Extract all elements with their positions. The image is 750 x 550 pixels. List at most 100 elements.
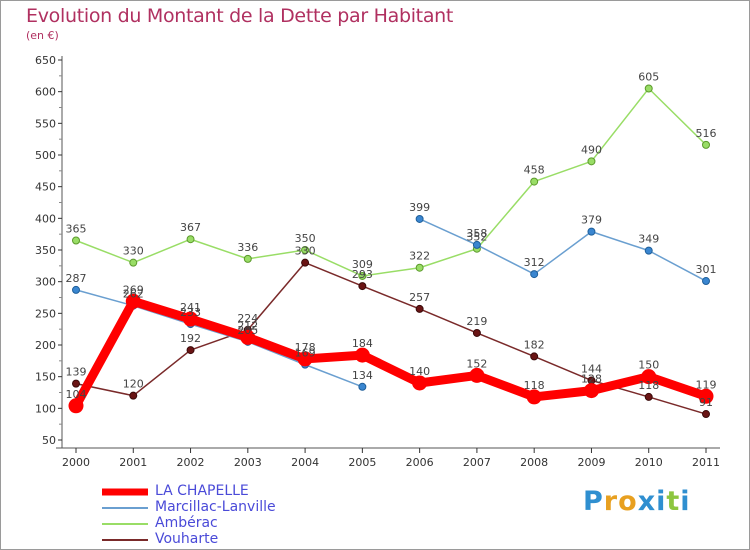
logo-letter: i [680,486,691,517]
logo-letter: t [666,486,681,517]
point-marcillac-lanville [415,214,424,223]
x-tick-label: 2011 [692,456,720,469]
logo-letter: i [656,486,667,517]
y-tick-label: 550 [35,117,56,130]
data-label-la-chapelle: 140 [409,365,430,378]
logo-letter: r [603,486,619,517]
x-tick-label: 2002 [177,456,205,469]
x-tick-label: 2003 [234,456,262,469]
data-label-vouharte: 330 [295,245,316,258]
point-la-chapelle [698,388,714,404]
point-amberac [72,236,80,245]
point-la-chapelle [583,383,599,399]
legend-label: Ambérac [155,515,218,531]
data-label-la-chapelle: 178 [295,341,316,354]
data-label-la-chapelle: 152 [466,357,487,370]
point-vouharte [472,328,481,337]
point-marcillac-lanville [644,246,653,255]
logo-letter: x [637,486,657,517]
data-label-la-chapelle: 184 [352,337,373,350]
point-amberac [243,254,252,263]
x-tick-label: 2006 [406,456,434,469]
series-line-vouharte [75,261,707,415]
data-label-la-chapelle: 119 [696,378,717,391]
data-label-vouharte: 120 [123,378,144,391]
y-tick-label: 150 [35,371,56,384]
y-tick-label: 600 [35,86,56,99]
chart-unit: (en €) [26,29,59,42]
data-label-la-chapelle: 128 [581,373,602,386]
data-label-la-chapelle: 118 [524,379,545,392]
y-tick-label: 300 [35,276,56,289]
data-label-marcillac-lanville: 134 [352,369,373,382]
point-la-chapelle [125,293,141,309]
point-vouharte [530,352,539,361]
data-label-amberac: 309 [352,258,373,271]
point-vouharte [644,392,653,401]
point-la-chapelle [183,311,199,327]
point-amberac [702,140,710,149]
y-tick-label: 250 [35,307,56,320]
data-label-amberac: 336 [237,241,258,254]
point-la-chapelle [469,367,485,383]
point-la-chapelle [641,369,657,385]
y-tick-label: 400 [35,212,56,225]
data-label-marcillac-lanville: 312 [524,256,545,269]
point-la-chapelle [68,398,84,414]
series-line-marcillac-lanville [75,289,364,388]
series-line-amberac [75,87,707,277]
y-tick-label: 650 [35,54,56,67]
point-la-chapelle [354,347,370,363]
y-tick-label: 50 [42,434,56,447]
data-label-amberac: 367 [180,221,201,234]
x-tick-label: 2001 [119,456,147,469]
logo-letter: P [583,486,604,517]
data-label-amberac: 490 [581,143,602,156]
point-vouharte [129,391,138,400]
chart-title: Evolution du Montant de la Dette par Hab… [26,5,454,27]
data-label-la-chapelle: 212 [237,319,258,332]
y-tick-label: 200 [35,339,56,352]
data-label-la-chapelle: 269 [123,283,144,296]
data-label-la-chapelle: 241 [180,301,201,314]
point-vouharte [415,304,424,313]
series-line-marcillac-lanville [418,218,707,282]
data-label-marcillac-lanville: 349 [638,233,659,246]
data-label-amberac: 605 [638,71,659,84]
x-tick-label: 2000 [62,456,90,469]
y-tick-label: 450 [35,181,56,194]
point-vouharte [358,282,367,291]
x-tick-label: 2005 [348,456,376,469]
data-label-marcillac-lanville: 379 [581,214,602,227]
data-label-amberac: 458 [524,164,545,177]
legend-label: Marcillac-Lanville [155,499,276,515]
point-amberac [587,157,596,166]
legend-label: LA CHAPELLE [155,483,249,499]
data-label-marcillac-lanville: 287 [66,272,87,285]
data-label-vouharte: 219 [466,315,487,328]
x-tick-label: 2010 [635,456,663,469]
x-tick-label: 2008 [520,456,548,469]
data-label-amberac: 352 [466,231,487,244]
data-label-marcillac-lanville: 358 [466,227,487,240]
data-label-marcillac-lanville: 399 [409,201,430,214]
data-label-vouharte: 293 [352,268,373,281]
point-amberac [129,258,138,267]
point-amberac [186,235,195,244]
x-tick-label: 2009 [577,456,605,469]
data-label-marcillac-lanville: 301 [696,263,717,276]
point-amberac [358,271,367,280]
data-label-vouharte: 144 [581,362,602,375]
data-label-amberac: 516 [696,127,717,140]
point-marcillac-lanville [72,285,80,294]
data-label-vouharte: 182 [524,338,545,351]
y-tick-label: 350 [35,244,56,257]
point-marcillac-lanville [587,227,596,236]
data-label-vouharte: 139 [66,366,87,379]
point-marcillac-lanville [702,277,710,286]
data-label-amberac: 322 [409,250,430,263]
y-tick-label: 100 [35,402,56,415]
data-label-vouharte: 224 [237,312,258,325]
data-label-la-chapelle: 104 [66,388,87,401]
point-la-chapelle [526,389,542,405]
